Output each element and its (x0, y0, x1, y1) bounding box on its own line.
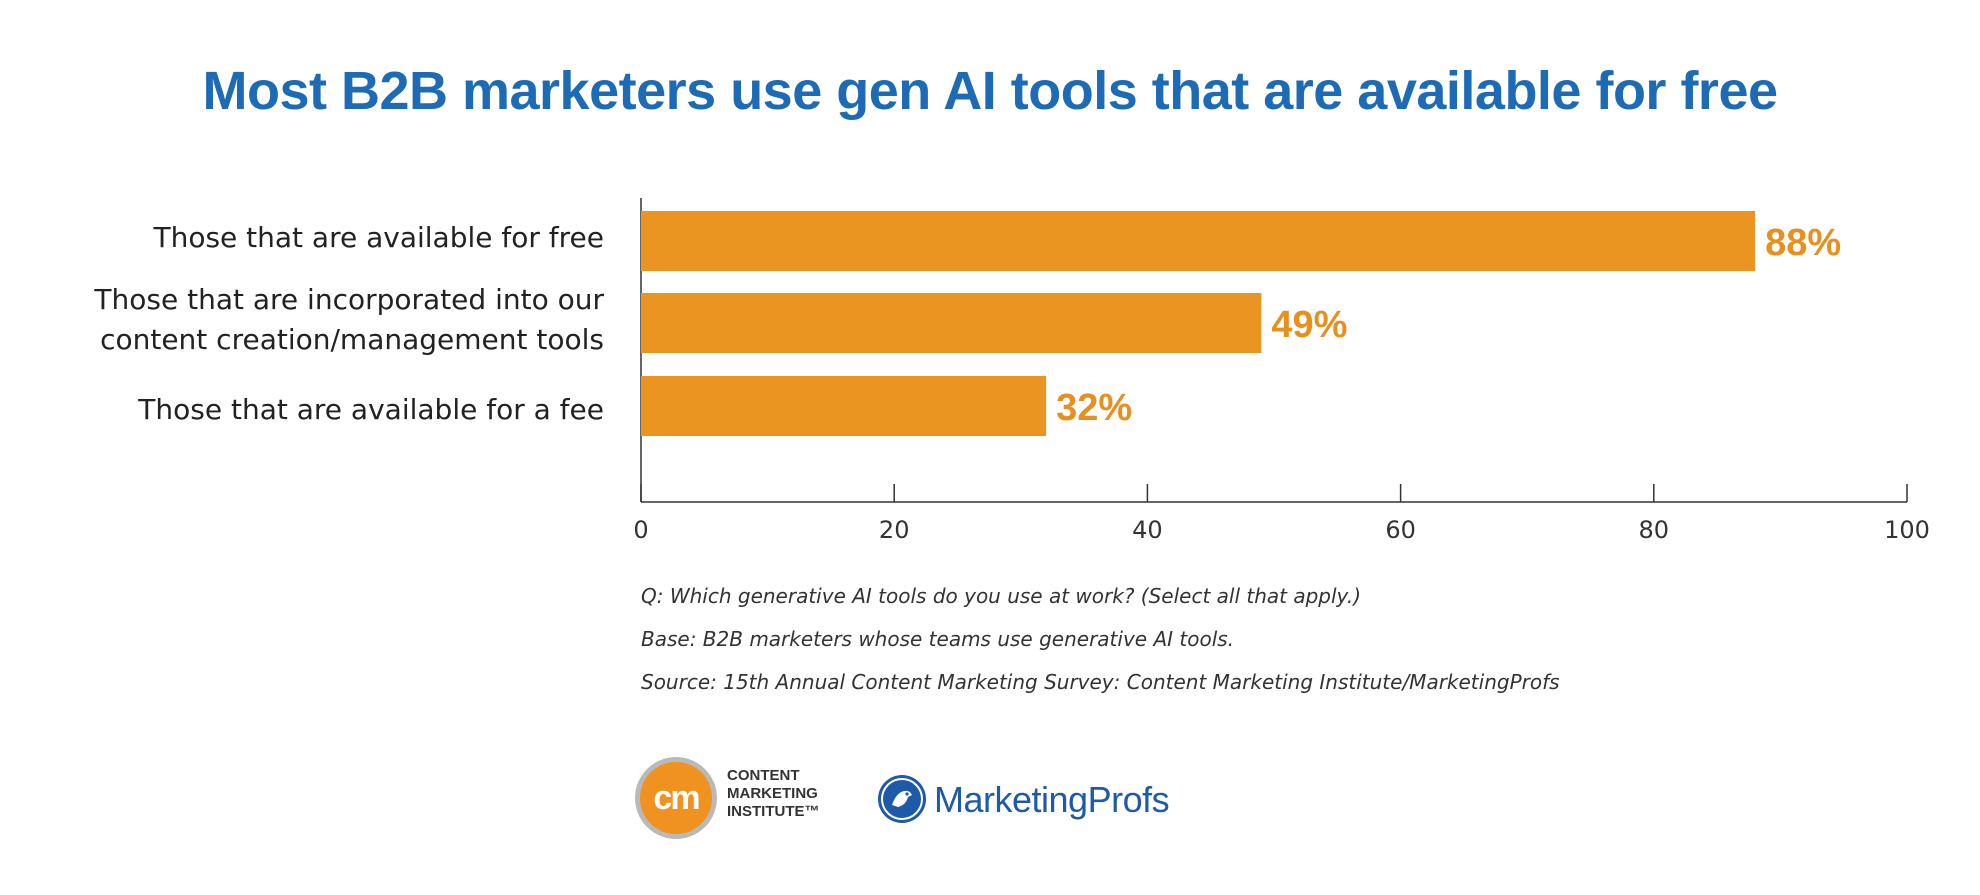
x-tick-label: 20 (879, 516, 910, 544)
footnote-base: Base: B2B marketers whose teams use gene… (641, 627, 1235, 651)
x-tick-label: 100 (1884, 516, 1930, 544)
marketingprofs-wordmark: MarketingProfs (934, 779, 1170, 820)
category-label: Those that are available for a fee (138, 393, 604, 426)
x-tick-label: 60 (1385, 516, 1416, 544)
bar (641, 376, 1047, 436)
footnote-question: Q: Which generative AI tools do you use … (641, 584, 1361, 608)
bar (641, 293, 1262, 353)
footnote-source: Source: 15th Annual Content Marketing Su… (641, 670, 1560, 694)
x-tick-label: 80 (1639, 516, 1670, 544)
x-tick-label: 40 (1132, 516, 1163, 544)
category-label: Those that are available for free (153, 221, 604, 254)
bar-value-label: 88% (1765, 222, 1841, 264)
rooster-icon (878, 775, 926, 823)
x-tick-label: 0 (633, 516, 648, 544)
category-label: Those that are incorporated into our con… (94, 283, 604, 356)
bar (641, 211, 1756, 271)
chart-title: Most B2B marketers use gen AI tools that… (202, 61, 1778, 121)
bar-value-label: 32% (1056, 387, 1132, 429)
bar-value-label: 49% (1271, 304, 1347, 346)
cm-logo-mark: cm (635, 757, 717, 839)
cmi-wordmark: CONTENT MARKETING INSTITUTE™ (727, 767, 820, 820)
